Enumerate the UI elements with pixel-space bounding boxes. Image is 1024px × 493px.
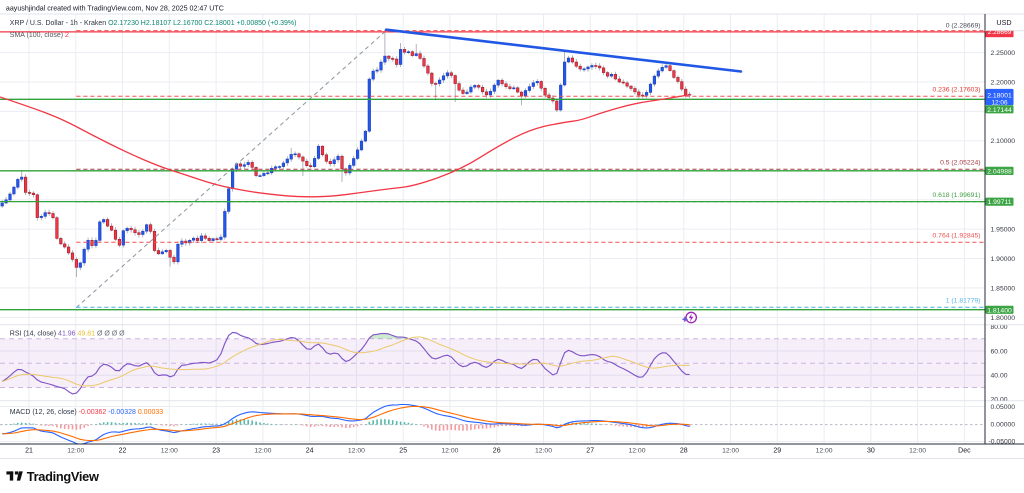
svg-text:0.618 (1.99691): 0.618 (1.99691) xyxy=(933,192,981,199)
svg-text:SMA (100, close) 2: SMA (100, close) 2 xyxy=(10,32,69,39)
svg-text:RSI (14, close) 41.96 49.81 Ø: RSI (14, close) 41.96 49.81 Ø Ø Ø Ø xyxy=(10,331,125,338)
svg-text:2.25000: 2.25000 xyxy=(991,50,1016,57)
svg-text:0 (2.28669): 0 (2.28669) xyxy=(946,23,981,30)
svg-text:12:06: 12:06 xyxy=(992,99,1008,106)
svg-text:23: 23 xyxy=(212,448,220,455)
svg-text:28: 28 xyxy=(680,448,688,455)
svg-text:2.18001: 2.18001 xyxy=(987,93,1012,100)
svg-text:TradingView: TradingView xyxy=(27,469,99,484)
svg-text:29: 29 xyxy=(773,448,781,455)
svg-text:12:00: 12:00 xyxy=(441,448,458,455)
svg-text:Dec: Dec xyxy=(958,448,971,455)
svg-text:12:00: 12:00 xyxy=(909,448,926,455)
svg-text:12:00: 12:00 xyxy=(816,448,833,455)
svg-text:12:00: 12:00 xyxy=(254,448,271,455)
svg-text:20.00: 20.00 xyxy=(991,396,1008,403)
svg-text:26: 26 xyxy=(493,448,501,455)
svg-text:0.00000: 0.00000 xyxy=(991,421,1016,428)
svg-text:40.00: 40.00 xyxy=(991,373,1008,380)
svg-text:12:00: 12:00 xyxy=(67,448,84,455)
svg-text:1 (1.81779): 1 (1.81779) xyxy=(946,298,981,305)
svg-text:2.17144: 2.17144 xyxy=(987,107,1012,114)
svg-text:80.00: 80.00 xyxy=(991,324,1008,331)
svg-text:30: 30 xyxy=(867,448,875,455)
svg-text:1.95000: 1.95000 xyxy=(991,227,1016,234)
svg-text:12:00: 12:00 xyxy=(628,448,645,455)
svg-text:60.00: 60.00 xyxy=(991,348,1008,355)
svg-text:1.81400: 1.81400 xyxy=(987,307,1012,314)
svg-text:-0.05000: -0.05000 xyxy=(989,438,1016,445)
svg-text:MACD (12, 26, close) -0.00362: MACD (12, 26, close) -0.00362 -0.00328 0… xyxy=(10,409,163,416)
svg-text:24: 24 xyxy=(306,448,314,455)
svg-text:aayushjindal created with Trad: aayushjindal created with TradingView.co… xyxy=(6,4,224,12)
svg-text:2.28669: 2.28669 xyxy=(988,29,1012,36)
svg-text:21: 21 xyxy=(25,448,33,455)
svg-text:USD: USD xyxy=(996,18,1011,27)
svg-text:22: 22 xyxy=(119,448,127,455)
svg-text:2.10000: 2.10000 xyxy=(991,138,1016,145)
svg-text:1.80000: 1.80000 xyxy=(991,315,1016,322)
svg-text:25: 25 xyxy=(399,448,407,455)
svg-text:XRP / U.S. Dollar - 1h - Krake: XRP / U.S. Dollar - 1h - Kraken O2.17230… xyxy=(10,20,297,27)
svg-text:0.236 (2.17603): 0.236 (2.17603) xyxy=(933,87,981,94)
svg-text:2.20000: 2.20000 xyxy=(991,79,1016,86)
svg-text:12:00: 12:00 xyxy=(722,448,739,455)
svg-text:12:00: 12:00 xyxy=(161,448,178,455)
svg-text:0.05000: 0.05000 xyxy=(991,404,1016,411)
svg-text:12:00: 12:00 xyxy=(535,448,552,455)
svg-text:0.5 (2.05224): 0.5 (2.05224) xyxy=(940,160,980,167)
svg-text:1.90000: 1.90000 xyxy=(991,256,1016,263)
svg-text:1.99711: 1.99711 xyxy=(987,199,1011,206)
svg-text:1.85000: 1.85000 xyxy=(991,285,1016,292)
svg-text:0.764 (1.92845): 0.764 (1.92845) xyxy=(933,233,981,240)
svg-text:12:00: 12:00 xyxy=(348,448,365,455)
svg-text:27: 27 xyxy=(586,448,594,455)
svg-text:2.04988: 2.04988 xyxy=(987,168,1012,175)
